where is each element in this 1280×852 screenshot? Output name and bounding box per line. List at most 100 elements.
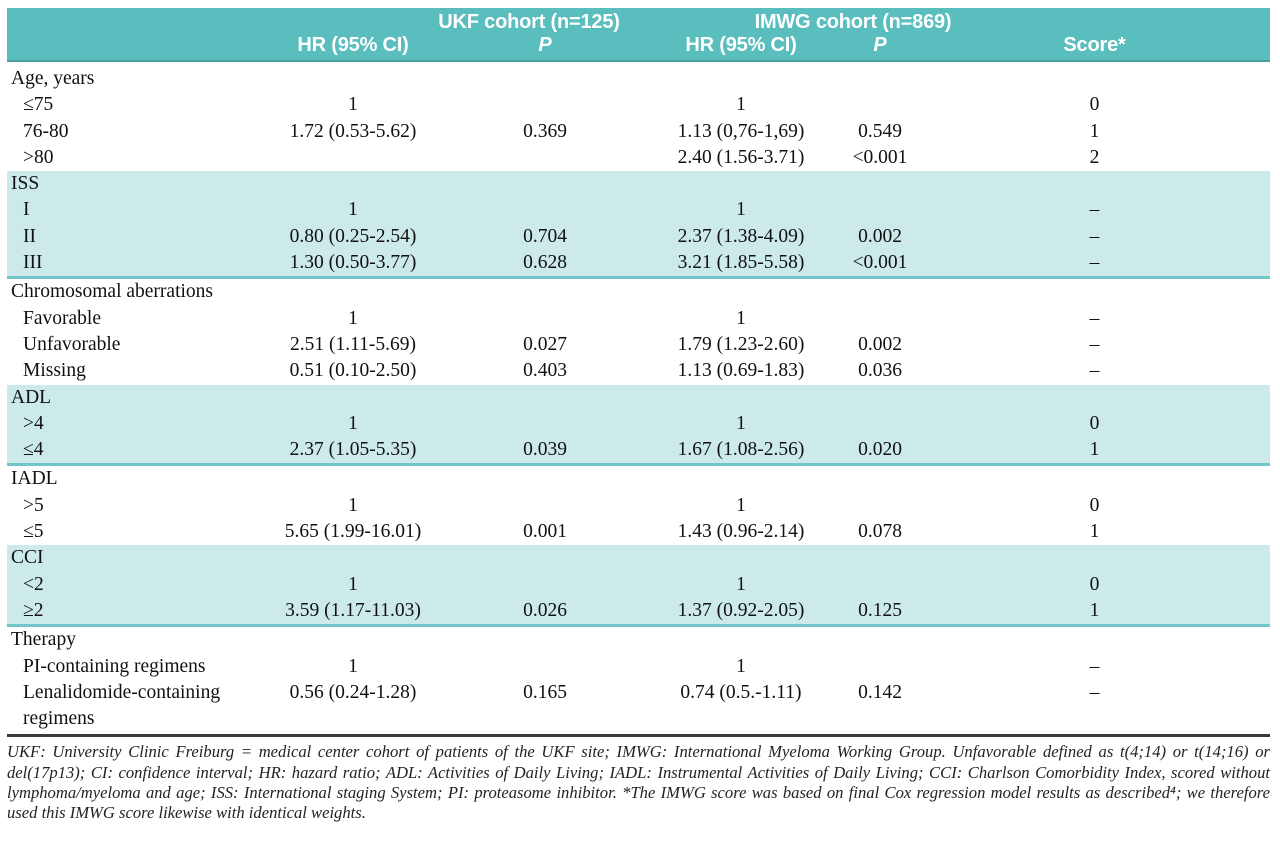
ukf-hr-value: 2.37 (1.05-5.35) [289, 439, 417, 461]
imwg-hr-value: 0.74 (0.5.-1.11) [680, 681, 802, 703]
results-table-figure: UKF cohort (n=125) IMWG cohort (n=869) H… [7, 8, 1270, 824]
imwg-hr-value: 1.13 (0.69-1.83) [677, 360, 805, 382]
row-label: <2 [23, 573, 44, 595]
row-label: PI-containing regimens [23, 655, 206, 677]
ukf-hr-value: 5.65 (1.99-16.01) [284, 521, 422, 543]
table-row: Lenalidomide-containing regimens 0.56 (0.… [7, 680, 1270, 733]
table-row: III 1.30 (0.50-3.77) 0.628 3.21 (1.85-5.58)… [7, 250, 1270, 276]
ukf-p-value [449, 306, 641, 332]
table-bottom-rule [7, 734, 1270, 738]
ukf-p-column-header: P [538, 34, 552, 56]
ukf-hr-value: 1 [348, 94, 358, 116]
imwg-hr-value: 1.79 (1.23-2.60) [677, 333, 805, 355]
score-value: – [1089, 199, 1100, 221]
imwg-hr-value: 1 [736, 307, 746, 329]
ukf-hr-value: 1.30 (0.50-3.77) [289, 252, 417, 274]
imwg-p-value [841, 493, 919, 519]
ukf-p-value: 0.704 [523, 225, 567, 247]
score-value: 1 [1089, 521, 1100, 543]
ukf-p-value [449, 145, 641, 171]
table-row: Missing 0.51 (0.10-2.50) 0.403 1.13 (0.69-1… [7, 358, 1270, 384]
imwg-hr-value: 1.67 (1.08-2.56) [677, 439, 805, 461]
table-row: ≤75 1 1 0 [7, 92, 1270, 118]
header-spacer [7, 8, 257, 36]
imwg-p-value [841, 572, 919, 598]
table-row: ≤5 5.65 (1.99-16.01) 0.001 1.43 (0.96-2.14)… [7, 519, 1270, 545]
ukf-hr-value: 1 [348, 307, 358, 329]
imwg-p-value: 0.549 [858, 120, 902, 142]
table-row: PI-containing regimens 1 1 – [7, 654, 1270, 680]
ukf-p-value: 0.628 [523, 252, 567, 274]
table-section: ISS I 1 1 – II 0.80 (0.25-2.54) 0.704 2.37 (1.38… [7, 171, 1270, 280]
table-row: >5 1 1 0 [7, 493, 1270, 519]
table-section: ADL >4 1 1 0 ≤4 2.37 (1.05-5.35) 0.039 1.67 (1.0… [7, 384, 1270, 467]
row-label: I [23, 199, 30, 221]
section-label: IADL [11, 468, 58, 490]
section-label: CCI [11, 547, 44, 569]
imwg-p-column-header: P [873, 34, 887, 56]
imwg-p-value [841, 306, 919, 332]
score-value: – [1089, 360, 1100, 382]
ukf-p-value: 0.027 [523, 333, 567, 355]
header-spacer [7, 33, 257, 60]
imwg-p-value: 0.142 [858, 681, 902, 703]
row-label: Missing [23, 360, 86, 382]
imwg-hr-value: 3.21 (1.85-5.58) [677, 252, 805, 274]
section-header-row: CCI [7, 545, 1270, 571]
ukf-p-value: 0.165 [523, 681, 567, 703]
table-section: Age, years ≤75 1 1 0 76-80 1.72 (0.53-5.62) 0.3… [7, 62, 1270, 172]
table-section: Therapy PI-containing regimens 1 1– Lenalido… [7, 627, 1270, 733]
ukf-hr-value: 1 [348, 655, 358, 677]
imwg-hr-value: 2.40 (1.56-3.71) [677, 146, 805, 168]
section-header-row: IADL [7, 466, 1270, 492]
ukf-p-value: 0.403 [523, 360, 567, 382]
score-value: 2 [1089, 146, 1100, 168]
row-label: ≤4 [23, 439, 44, 461]
section-label: Therapy [11, 629, 76, 651]
section-header-row: ISS [7, 171, 1270, 197]
table-row: 76-80 1.72 (0.53-5.62) 0.369 1.13 (0,76-1,6… [7, 119, 1270, 145]
ukf-hr-value: 1 [348, 573, 358, 595]
imwg-p-value: 0.125 [858, 599, 902, 621]
table-row: ≥2 3.59 (1.17-11.03) 0.026 1.37 (0.92-2.05)… [7, 598, 1270, 624]
ukf-hr-value: 1 [348, 494, 358, 516]
imwg-hr-value: 1 [736, 412, 746, 434]
score-value: 1 [1089, 439, 1100, 461]
ukf-p-value [449, 493, 641, 519]
score-column-header: Score* [1063, 34, 1126, 56]
row-label: 76-80 [23, 120, 69, 142]
score-value: – [1089, 252, 1100, 274]
score-value: 0 [1089, 94, 1100, 116]
imwg-hr-value: 1 [736, 494, 746, 516]
section-label: Age, years [11, 68, 95, 89]
ukf-hr-value: 1.72 (0.53-5.62) [289, 120, 417, 142]
section-header-row: Age, years [7, 66, 1270, 92]
table-row: >4 1 1 0 [7, 411, 1270, 437]
imwg-p-value: <0.001 [852, 146, 908, 168]
imwg-p-value: 0.078 [858, 521, 902, 543]
imwg-hr-value: 1 [736, 573, 746, 595]
ukf-cohort-group-header: UKF cohort (n=125) [438, 11, 620, 33]
ukf-p-value [449, 572, 641, 598]
ukf-p-value: 0.001 [523, 521, 567, 543]
imwg-cohort-group-header: IMWG cohort (n=869) [754, 11, 952, 33]
imwg-hr-value: 1.43 (0.96-2.14) [677, 521, 805, 543]
row-label: ≤5 [23, 521, 44, 543]
table-section: IADL >5 1 1 0 ≤5 5.65 (1.99-16.01) 0.001 1.43 (0… [7, 466, 1270, 546]
score-value: 0 [1089, 494, 1100, 516]
ukf-hr-value: 1 [348, 199, 358, 221]
ukf-p-value [449, 92, 641, 118]
ukf-hr-column-header: HR (95% CI) [297, 34, 409, 56]
table-row: I 1 1 – [7, 197, 1270, 223]
imwg-p-value [841, 654, 919, 680]
row-label: >80 [23, 146, 54, 168]
ukf-hr-value [257, 145, 449, 171]
imwg-hr-value: 1 [736, 94, 746, 116]
ukf-hr-value: 3.59 (1.17-11.03) [285, 599, 421, 621]
section-label: Chromosomal aberrations [11, 281, 213, 303]
ukf-p-value [449, 197, 641, 223]
column-header-row: HR (95% CI) P HR (95% CI) P Score* [7, 33, 1270, 60]
ukf-hr-value: 2.51 (1.11-5.69) [289, 333, 416, 355]
score-value: – [1089, 307, 1100, 329]
score-value: – [1089, 655, 1100, 677]
